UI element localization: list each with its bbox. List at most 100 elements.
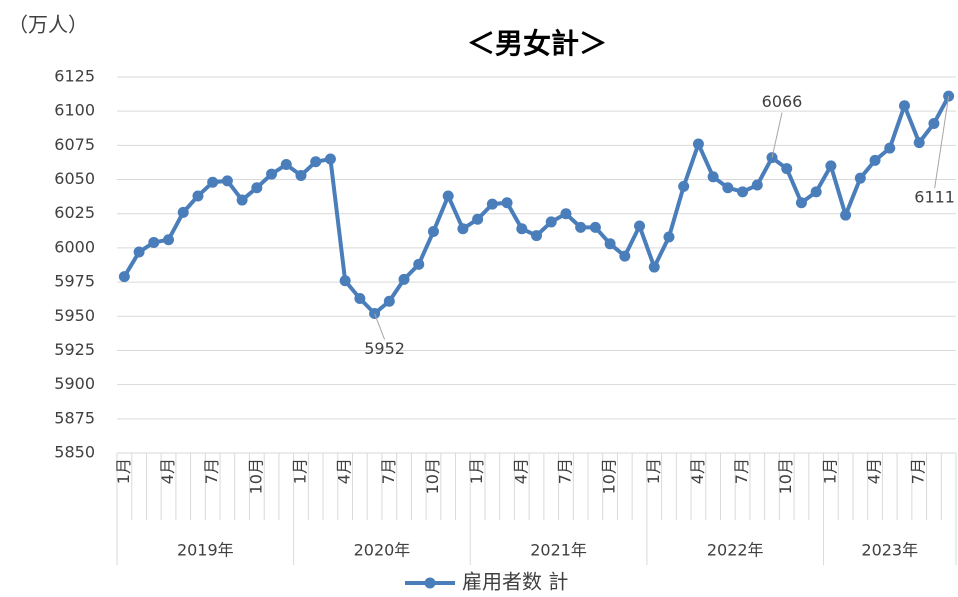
- y-tick-label: 5975: [54, 272, 95, 291]
- data-point: [854, 172, 866, 184]
- data-point: [810, 186, 822, 198]
- data-label: 6066: [762, 92, 803, 111]
- data-point: [148, 236, 160, 248]
- data-point: [413, 258, 425, 270]
- y-tick-label: 5950: [54, 306, 95, 325]
- data-point: [648, 261, 660, 273]
- data-point: [472, 213, 484, 225]
- data-point: [118, 271, 130, 283]
- y-tick-label: 6075: [54, 135, 95, 154]
- x-tick-label: 7月: [555, 458, 574, 484]
- series-line: [122, 95, 951, 316]
- x-tick-label: 4月: [688, 458, 707, 484]
- y-tick-label: 6050: [54, 169, 95, 188]
- data-point: [133, 246, 145, 258]
- data-point: [310, 156, 322, 168]
- x-tick-label: 7月: [732, 458, 751, 484]
- data-point: [678, 180, 690, 192]
- data-label: 5952: [364, 339, 405, 358]
- y-tick-label: 5925: [54, 340, 95, 359]
- data-point: [663, 231, 675, 243]
- y-tick-label: 6125: [54, 67, 95, 86]
- y-tick-label: 5900: [54, 374, 95, 393]
- x-tick-label: 4月: [865, 458, 884, 484]
- data-point: [634, 220, 646, 232]
- y-tick-label: 6025: [54, 203, 95, 222]
- data-point: [692, 138, 704, 150]
- data-point: [442, 190, 454, 202]
- data-point: [192, 190, 204, 202]
- data-point: [531, 230, 542, 242]
- data-point: [545, 216, 557, 228]
- data-point: [486, 198, 498, 210]
- y-tick-label: 5850: [54, 443, 95, 462]
- y-axis-label: （万人）: [8, 13, 88, 37]
- x-tick-label: 4月: [511, 458, 530, 484]
- data-point: [560, 208, 572, 220]
- label-leader: [934, 96, 950, 189]
- data-point: [236, 194, 248, 206]
- x-tick-label: 10月: [600, 458, 619, 494]
- data-label: 6111: [914, 188, 955, 207]
- data-point: [295, 169, 307, 181]
- data-point: [781, 163, 793, 175]
- x-tick-label: 1月: [644, 458, 663, 484]
- x-tick-label: 7月: [379, 458, 398, 484]
- data-point: [280, 159, 292, 171]
- data-point: [913, 137, 925, 149]
- data-point: [427, 226, 439, 238]
- data-point: [177, 206, 189, 218]
- data-point: [398, 273, 410, 285]
- data-point: [354, 292, 366, 304]
- legend-marker: [424, 577, 436, 589]
- x-tick-label: 1月: [290, 458, 309, 484]
- data-point: [324, 153, 336, 165]
- data-point: [751, 179, 763, 191]
- x-tick-label: 1月: [467, 458, 486, 484]
- x-tick-label: 7月: [202, 458, 221, 484]
- data-point: [604, 238, 616, 250]
- x-tick-label: 1月: [820, 458, 839, 484]
- data-point: [869, 154, 881, 166]
- x-tick-label: 4月: [335, 458, 354, 484]
- data-point: [722, 182, 734, 194]
- x-tick-label: 1月: [114, 458, 133, 484]
- x-tick-label: 4月: [158, 458, 177, 484]
- label-leader: [374, 313, 386, 340]
- data-point: [737, 186, 749, 198]
- data-point: [501, 197, 513, 209]
- data-point: [619, 250, 631, 262]
- data-point: [928, 117, 940, 129]
- data-point: [251, 182, 263, 194]
- data-point: [795, 197, 807, 209]
- x-group-label: 2023年: [861, 541, 918, 560]
- chart-title: ＜男女計＞: [467, 27, 607, 60]
- data-point: [457, 223, 469, 235]
- label-leader: [771, 112, 783, 158]
- data-point: [383, 295, 395, 307]
- data-point: [221, 175, 233, 187]
- y-tick-label: 5875: [54, 408, 95, 427]
- y-tick-label: 6000: [54, 237, 95, 256]
- x-tick-label: 10月: [246, 458, 265, 494]
- data-point: [898, 100, 910, 112]
- data-point: [589, 221, 601, 233]
- x-group-label: 2019年: [177, 541, 234, 560]
- data-point: [840, 209, 852, 221]
- data-point: [163, 234, 175, 246]
- x-group-label: 2022年: [707, 541, 764, 560]
- y-tick-label: 6100: [54, 101, 95, 120]
- data-point: [516, 223, 528, 235]
- x-tick-label: 10月: [776, 458, 795, 494]
- x-tick-label: 7月: [909, 458, 928, 484]
- data-point: [707, 171, 719, 183]
- data-point: [825, 160, 837, 172]
- data-point: [207, 176, 219, 188]
- x-group-label: 2021年: [530, 541, 587, 560]
- x-group-label: 2020年: [354, 541, 411, 560]
- data-point: [339, 275, 351, 287]
- x-tick-label: 10月: [423, 458, 442, 494]
- legend-label: 雇用者数 計: [462, 570, 568, 594]
- data-point: [266, 168, 278, 180]
